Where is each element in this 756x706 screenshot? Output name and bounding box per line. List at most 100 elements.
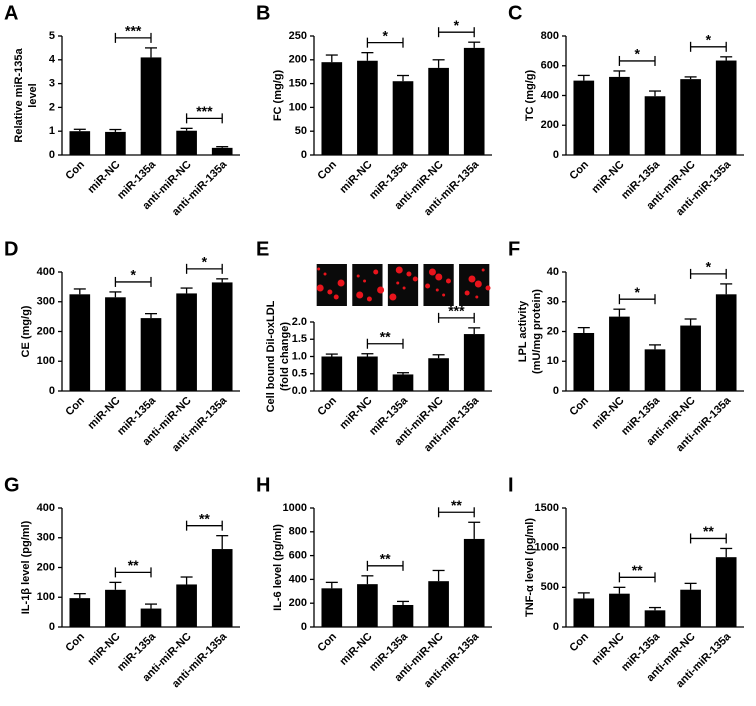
y-tick-label: 400 [37,502,55,514]
bar [680,79,701,155]
significance-label: ** [380,551,391,567]
y-tick-label: 1500 [535,502,559,514]
fluorescent-spot [366,296,372,302]
fluorescent-spot [337,279,345,287]
bar [609,593,630,627]
significance-label: * [706,259,712,275]
y-tick-label: 0 [553,621,559,633]
y-tick-label: 0 [49,385,55,397]
y-axis-label: LPL activity [517,300,529,362]
bar [357,60,378,155]
bar [211,147,233,155]
bar [392,81,414,155]
fluorescent-spot [363,279,367,283]
panel-label: I [508,474,514,496]
y-tick-label: 1 [49,125,55,137]
bar [428,67,449,155]
y-tick-label: 20 [547,325,559,337]
fluorescent-spot [396,281,400,285]
bar [321,356,343,391]
significance-label: * [130,267,136,283]
bar [715,557,737,627]
bar [211,549,233,627]
y-tick-label: 1000 [283,502,307,514]
y-tick-label: 800 [289,526,307,538]
x-tick-label: Con [315,394,339,418]
y-tick-label: 5 [49,30,55,42]
y-tick-label: 200 [541,119,559,131]
panel-label: B [256,2,270,24]
y-axis-label: IL-6 level (pg/ml) [272,524,284,611]
y-tick-label: 2 [49,101,55,113]
y-axis-label: IL-1β level (pg/ml) [20,520,32,614]
significance-label: * [382,27,388,43]
fluorescent-spot [317,267,321,271]
y-tick-label: 0 [553,149,559,161]
fluorescent-spot [395,266,403,274]
bar [140,318,162,391]
fluorescent-spot [464,290,470,296]
fluorescent-spot [445,278,451,284]
y-tick-label: 30 [547,296,559,308]
bar [176,130,197,155]
y-axis-label: TC (mg/g) [524,70,536,122]
x-tick-label: Con [567,630,591,654]
bar [715,294,737,391]
y-tick-label: 40 [547,266,559,278]
significance-label: ** [703,523,714,539]
y-tick-label: 0.0 [292,385,307,397]
x-tick-label: Con [567,158,591,182]
fluorescent-spot [389,293,397,301]
y-tick-label: 400 [541,89,559,101]
bar [644,610,666,627]
y-tick-label: 600 [541,60,559,72]
bar [715,60,737,156]
y-tick-label: 50 [295,125,307,137]
significance-label: ** [380,328,391,344]
x-tick-label: Con [63,158,87,182]
y-tick-label: 300 [37,296,55,308]
x-tick-label: Con [567,394,591,418]
bar [573,598,595,627]
x-tick-label: Con [315,630,339,654]
fluorescent-spot [485,285,491,291]
y-axis-label: level [27,83,39,107]
fluorescent-spot [373,269,379,275]
bar [321,588,343,627]
y-tick-label: 800 [541,30,559,42]
significance-label: *** [448,303,465,319]
panel-label: F [508,238,520,260]
x-tick-label: Con [315,158,339,182]
bar [463,538,485,627]
bar [176,293,197,391]
x-tick-label: Con [63,394,87,418]
fluorescent-spot [356,291,364,299]
significance-label: * [202,254,208,270]
y-tick-label: 250 [289,30,307,42]
fluorescent-spot [333,294,339,300]
y-tick-label: 0 [553,385,559,397]
bar [644,349,666,391]
fluorescent-spot [406,271,412,277]
bar [463,47,485,155]
y-tick-label: 0 [49,149,55,161]
significance-label: * [454,17,460,33]
y-tick-label: 10 [547,355,559,367]
fluorescent-spot [481,268,485,272]
fluorescent-spot [425,283,431,289]
y-tick-label: 400 [289,573,307,585]
bar [463,334,485,391]
y-tick-label: 3 [49,78,55,90]
bar [609,76,630,155]
fluorescent-spot [412,276,418,282]
bar [573,332,595,391]
bar [321,62,343,155]
y-tick-label: 1000 [535,542,559,554]
fluorescent-spot [442,293,446,297]
y-axis-label: (mU/mg protein) [531,289,543,374]
bar [211,282,233,391]
y-tick-label: 200 [289,54,307,66]
y-tick-label: 200 [37,561,55,573]
y-axis-label: Relative miR-135a [13,48,25,143]
